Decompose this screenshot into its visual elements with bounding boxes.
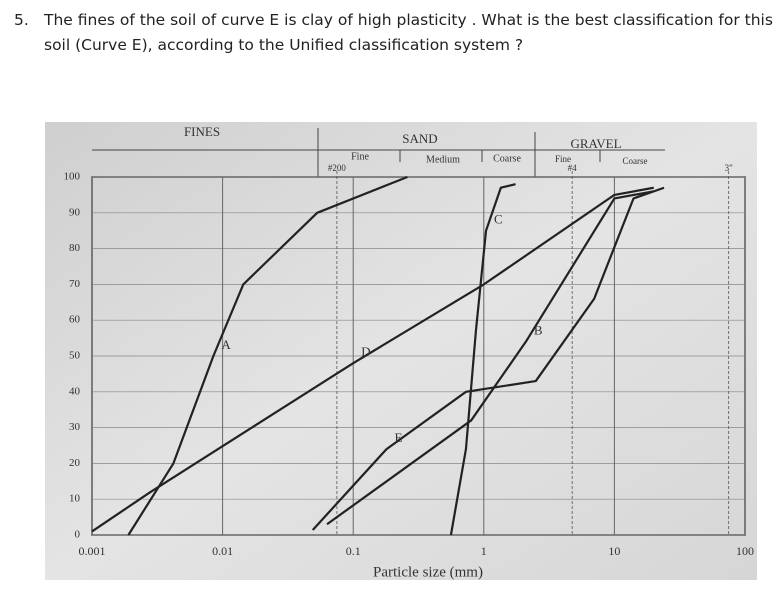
y-tick-label: 10: [69, 493, 81, 505]
sieve-label: #200: [328, 163, 347, 173]
y-tick-label: 100: [64, 171, 81, 183]
curve-label: D: [361, 344, 370, 359]
y-tick-label: 20: [69, 457, 81, 469]
y-tick-label: 70: [69, 278, 81, 290]
y-tick-label: 80: [69, 242, 81, 254]
x-tick-label: 0.01: [212, 544, 233, 558]
curve: [91, 186, 654, 533]
y-tick-label: 90: [69, 206, 81, 218]
curve: [326, 190, 654, 526]
curve-label: B: [534, 323, 543, 338]
curve: [311, 186, 665, 531]
x-tick-label: 10: [608, 544, 620, 558]
y-tick-label: 30: [69, 421, 81, 433]
y-tick-label: 40: [69, 385, 81, 397]
header-sand-medium: Medium: [426, 154, 460, 165]
header-gravel-fine: Fine: [555, 154, 571, 164]
header-sand: SAND: [402, 131, 437, 146]
curve-label: E: [395, 430, 403, 445]
x-tick-label: 0.1: [346, 544, 361, 558]
header-fines: FINES: [184, 124, 220, 139]
x-axis-label: Particle size (mm): [373, 564, 483, 580]
sieve-label: #4: [568, 163, 578, 173]
header-gravel: GRAVEL: [570, 136, 621, 151]
header-sand-fine: Fine: [351, 151, 369, 162]
sieve-label: 3": [725, 163, 734, 173]
curve: [127, 175, 408, 536]
question: 5. The fines of the soil of curve E is c…: [14, 8, 774, 58]
x-tick-label: 1: [481, 544, 487, 558]
curve-label: A: [221, 337, 231, 352]
curve-label: C: [494, 212, 503, 227]
y-tick-label: 50: [69, 350, 81, 362]
header-gravel-coarse: Coarse: [623, 156, 648, 166]
photo-background: [45, 122, 757, 580]
question-text: The fines of the soil of curve E is clay…: [44, 11, 773, 54]
x-tick-label: 0.001: [79, 544, 106, 558]
header-sand-coarse: Coarse: [493, 153, 521, 164]
x-tick-label: 100: [736, 544, 754, 558]
y-tick-label: 60: [69, 314, 81, 326]
curve: [449, 183, 516, 536]
question-number: 5.: [14, 11, 29, 29]
y-tick-label: 0: [75, 529, 81, 541]
header-lines: [92, 128, 665, 177]
